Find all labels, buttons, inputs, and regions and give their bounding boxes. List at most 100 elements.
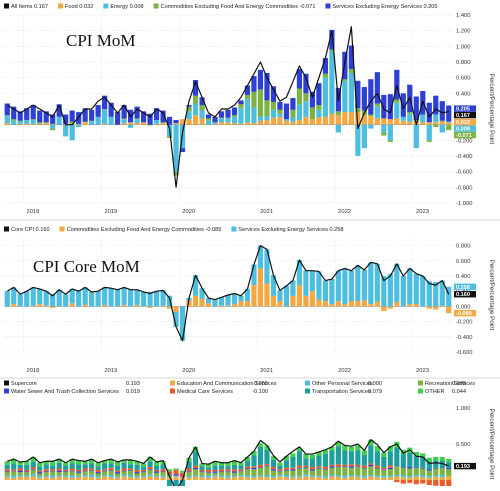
bar-segment xyxy=(76,124,82,128)
bar-segment xyxy=(108,463,114,468)
bar-segment xyxy=(361,477,367,480)
chart-super: Supercore 0.193 Education And Communicatio… xyxy=(4,380,495,491)
bar-segment xyxy=(381,118,387,125)
chart-title: CPI MoM xyxy=(66,31,135,50)
bar-segment xyxy=(316,455,322,467)
value-badge xyxy=(454,462,476,470)
bar-segment xyxy=(225,471,231,476)
bar-segment xyxy=(407,452,413,468)
bar-segment xyxy=(361,467,367,469)
bar-segment xyxy=(108,459,114,464)
bar-segment xyxy=(69,463,75,469)
y-tick-label: 0.600 xyxy=(456,259,471,265)
bar-segment xyxy=(244,469,251,475)
bar-segment xyxy=(173,475,179,477)
bar-segment xyxy=(433,306,439,310)
bar-segment xyxy=(89,291,95,307)
bar-segment xyxy=(374,106,380,119)
bar-segment xyxy=(43,477,49,480)
bar-segment xyxy=(17,294,23,307)
bar-segment xyxy=(102,469,108,471)
bar-segment xyxy=(309,458,316,468)
bar-segment xyxy=(413,467,419,468)
bar-segment xyxy=(192,476,199,480)
bar-segment xyxy=(439,101,445,121)
bar-segment xyxy=(316,117,322,125)
bar-segment xyxy=(89,474,95,478)
bar-segment xyxy=(264,465,270,467)
bar-segment xyxy=(251,264,257,286)
bar-segment xyxy=(37,462,43,467)
bar-segment xyxy=(316,109,322,118)
bar-segment xyxy=(63,471,69,473)
bar-segment xyxy=(322,58,328,74)
bar-segment xyxy=(43,122,49,124)
bar-segment xyxy=(166,136,173,138)
bar-segment xyxy=(387,451,393,466)
y-tick-label: 1.200 xyxy=(456,29,471,35)
bar-segment xyxy=(218,122,225,125)
bar-segment xyxy=(329,113,335,125)
bar-segment xyxy=(199,97,205,106)
legend-entry-value: 0.000 xyxy=(368,381,382,387)
bar-segment xyxy=(322,477,328,480)
bar-segment xyxy=(50,114,56,124)
bar-segment xyxy=(173,468,179,470)
bar-segment xyxy=(348,45,354,70)
bar-segment xyxy=(199,472,205,476)
bar-segment xyxy=(30,469,36,475)
bar-segment xyxy=(102,476,108,480)
bar-segment xyxy=(95,466,101,470)
bar-segment xyxy=(140,111,147,123)
bar-segment xyxy=(43,461,49,465)
bar-segment xyxy=(218,469,225,472)
bar-segment xyxy=(264,283,270,307)
bar-segment xyxy=(11,106,17,120)
bar-segment xyxy=(50,123,56,125)
bar-segment xyxy=(179,472,186,477)
bar-segment xyxy=(192,103,199,116)
bar-segment xyxy=(50,461,56,466)
bar-segment xyxy=(205,298,212,304)
bar-segment xyxy=(309,91,316,108)
bar-segment xyxy=(446,462,452,468)
bar-segment xyxy=(160,469,166,472)
bar-segment xyxy=(95,105,101,117)
bar-segment xyxy=(394,99,400,103)
bar-segment xyxy=(407,468,413,477)
bar-segment xyxy=(277,462,283,466)
bar-segment xyxy=(277,301,283,307)
bar-segment xyxy=(56,289,62,307)
bar-segment xyxy=(231,471,238,473)
bar-segment xyxy=(407,113,413,122)
bar-segment xyxy=(147,291,153,307)
bar-segment xyxy=(296,448,303,452)
bar-segment xyxy=(30,474,36,477)
bar-segment xyxy=(303,467,309,468)
legend-swatch xyxy=(153,3,159,9)
legend-swatch xyxy=(418,388,423,394)
bar-segment xyxy=(368,466,374,475)
bar-segment xyxy=(231,304,238,307)
bar-segment xyxy=(218,297,225,306)
bar-segment xyxy=(192,469,199,475)
bar-segment xyxy=(199,469,205,472)
bar-segment xyxy=(316,475,322,478)
bar-segment xyxy=(244,477,251,480)
y-tick-label: 0.400 xyxy=(456,91,471,97)
bar-segment xyxy=(153,291,160,307)
bar-segment xyxy=(400,467,406,468)
bar-segment xyxy=(381,469,387,470)
bar-segment xyxy=(89,468,95,470)
bar-segment xyxy=(368,114,374,117)
bar-segment xyxy=(205,475,212,478)
legend-swatch xyxy=(103,3,109,9)
bar-segment xyxy=(69,471,75,476)
bar-segment xyxy=(153,123,160,125)
bar-segment xyxy=(238,100,244,105)
bar-segment xyxy=(244,468,251,470)
bar-segment xyxy=(439,477,445,480)
bar-segment xyxy=(296,451,303,466)
bar-segment xyxy=(257,464,264,468)
bar-segment xyxy=(82,468,88,471)
